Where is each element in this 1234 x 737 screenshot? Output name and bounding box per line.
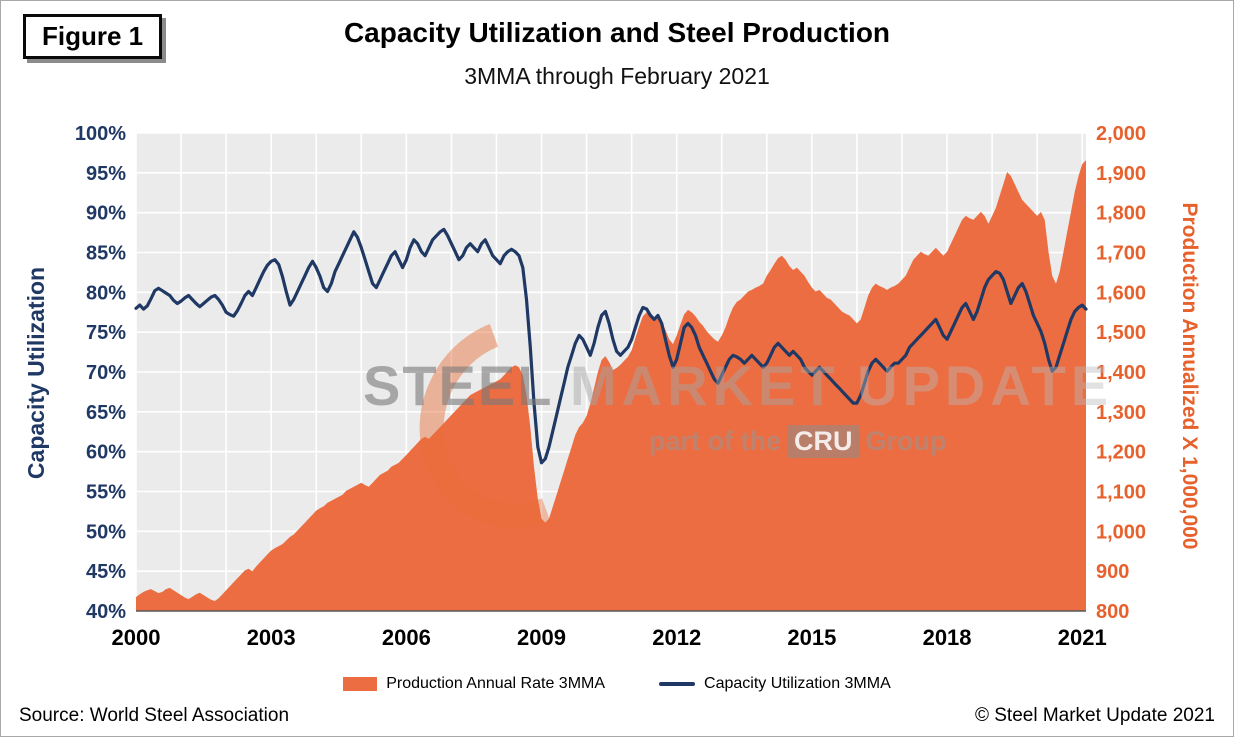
- utilization-line-swatch-icon: [659, 682, 696, 686]
- svg-text:70%: 70%: [86, 362, 126, 384]
- svg-text:95%: 95%: [86, 163, 126, 185]
- svg-text:90%: 90%: [86, 203, 126, 225]
- svg-text:1,600: 1,600: [1096, 282, 1146, 304]
- combo-chart: 40% 45% 50% 55% 60% 65% 70% 75% 80% 85% 90% 95% 100%…: [75, 123, 1146, 650]
- svg-text:2006: 2006: [382, 625, 431, 650]
- svg-text:2,000: 2,000: [1096, 123, 1146, 145]
- svg-text:1,500: 1,500: [1096, 322, 1146, 344]
- svg-text:800: 800: [1096, 601, 1129, 623]
- production-area-swatch-icon: [343, 677, 378, 691]
- svg-text:45%: 45%: [86, 561, 126, 583]
- copyright-note: © Steel Market Update 2021: [974, 705, 1215, 726]
- chart-title: Capacity Utilization and Steel Productio…: [343, 17, 891, 48]
- chart-legend: Production Annual Rate 3MMA Capacity Uti…: [1, 675, 1233, 693]
- svg-text:2009: 2009: [517, 625, 566, 650]
- svg-text:75%: 75%: [86, 322, 126, 344]
- svg-text:2000: 2000: [112, 625, 161, 650]
- source-note: Source: World Steel Association: [19, 705, 290, 726]
- figure-label-box: Figure 1: [23, 14, 163, 59]
- svg-text:1,200: 1,200: [1096, 442, 1146, 464]
- svg-text:1,100: 1,100: [1096, 482, 1146, 504]
- legend-item-production: Production Annual Rate 3MMA: [343, 675, 605, 693]
- svg-text:85%: 85%: [86, 243, 126, 265]
- svg-text:1,000: 1,000: [1096, 521, 1146, 543]
- svg-text:1,700: 1,700: [1096, 243, 1146, 265]
- svg-text:1,900: 1,900: [1096, 163, 1146, 185]
- svg-text:40%: 40%: [86, 601, 126, 623]
- svg-text:900: 900: [1096, 561, 1129, 583]
- svg-text:65%: 65%: [86, 402, 126, 424]
- svg-text:100%: 100%: [75, 123, 126, 145]
- figure-label: Figure 1: [42, 21, 144, 51]
- svg-text:2015: 2015: [787, 625, 836, 650]
- svg-text:2021: 2021: [1058, 625, 1107, 650]
- svg-text:50%: 50%: [86, 521, 126, 543]
- svg-text:1,300: 1,300: [1096, 402, 1146, 424]
- svg-text:60%: 60%: [86, 442, 126, 464]
- svg-text:2018: 2018: [923, 625, 972, 650]
- svg-text:80%: 80%: [86, 282, 126, 304]
- legend-item-utilization: Capacity Utilization 3MMA: [659, 675, 891, 693]
- legend-label-production: Production Annual Rate 3MMA: [386, 675, 606, 692]
- chart-subtitle: 3MMA through February 2021: [464, 63, 770, 89]
- svg-text:2012: 2012: [652, 625, 701, 650]
- legend-label-utilization: Capacity Utilization 3MMA: [704, 675, 891, 692]
- svg-text:55%: 55%: [86, 482, 126, 504]
- svg-text:1,800: 1,800: [1096, 203, 1146, 225]
- svg-text:1,400: 1,400: [1096, 362, 1146, 384]
- svg-text:2003: 2003: [247, 625, 296, 650]
